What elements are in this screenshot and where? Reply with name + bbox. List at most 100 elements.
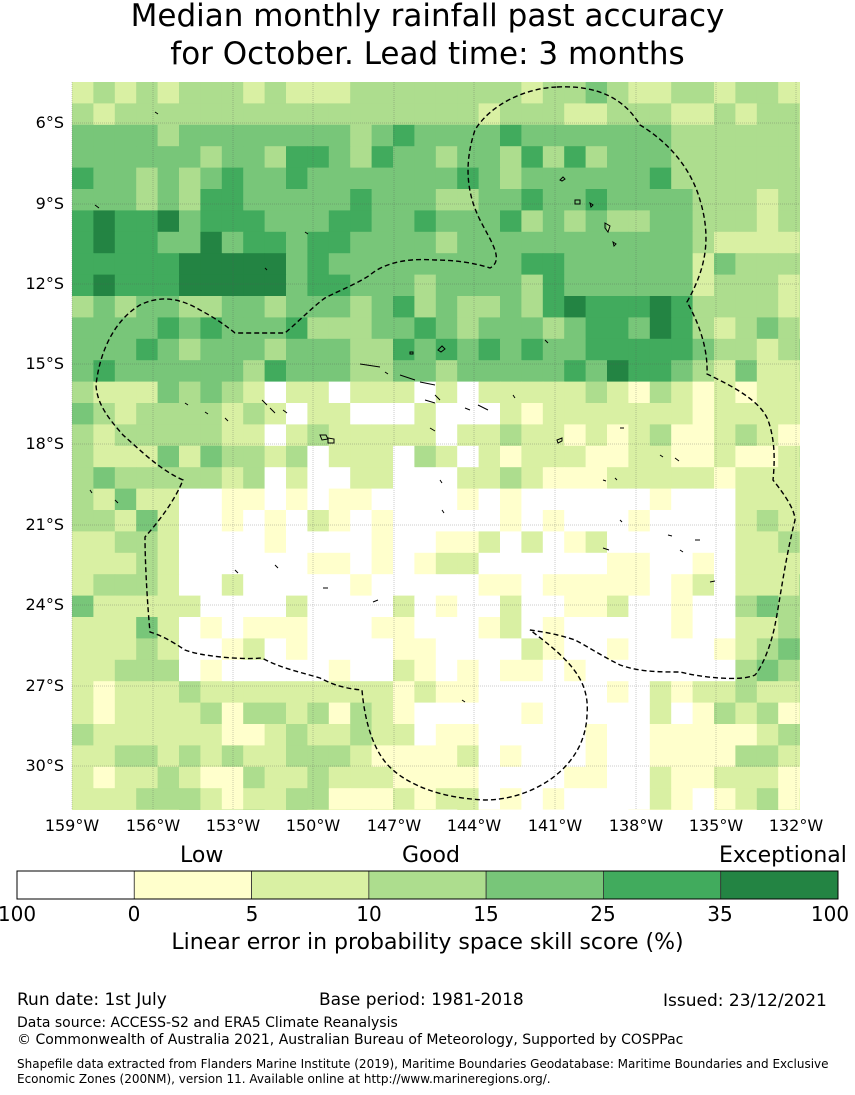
grid-cell xyxy=(307,82,330,104)
grid-cell xyxy=(243,296,266,318)
grid-cell xyxy=(735,617,758,639)
grid-cell xyxy=(671,253,694,276)
grid-cell xyxy=(692,338,715,361)
grid-cell xyxy=(521,167,544,190)
grid-cell xyxy=(457,724,480,746)
grid-cell xyxy=(243,552,266,575)
grid-cell xyxy=(200,574,223,597)
grid-cell xyxy=(414,82,437,104)
grid-cell xyxy=(585,617,608,639)
grid-cell xyxy=(114,745,137,768)
grid-cell xyxy=(649,82,672,104)
grid-cell xyxy=(478,638,501,661)
grid-cell xyxy=(649,338,672,361)
grid-cell xyxy=(179,445,201,468)
grid-cell xyxy=(607,638,629,661)
colorbar-swatch xyxy=(251,870,370,900)
grid-cell xyxy=(607,146,629,169)
grid-cell xyxy=(93,103,116,126)
grid-cell xyxy=(393,445,415,468)
grid-cell xyxy=(478,103,501,126)
grid-cell xyxy=(371,488,394,511)
grid-cell xyxy=(307,296,330,318)
grid-cell xyxy=(157,360,180,383)
grid-cell xyxy=(393,702,415,725)
grid-cell xyxy=(521,296,544,318)
grid-cell xyxy=(307,659,330,682)
grid-cell xyxy=(671,531,694,554)
grid-cell xyxy=(607,659,629,682)
grid-cell xyxy=(671,210,694,233)
grid-cell xyxy=(72,488,94,511)
colorbar-swatch xyxy=(133,870,252,900)
grid-cell xyxy=(585,82,608,104)
grid-cell xyxy=(564,531,587,554)
grid-cell xyxy=(136,659,159,682)
grid-cell xyxy=(393,253,415,276)
grid-cell xyxy=(114,381,137,404)
grid-cell xyxy=(114,595,137,618)
grid-cell xyxy=(371,445,394,468)
grid-cell xyxy=(328,103,351,126)
grid-cell xyxy=(478,467,501,490)
grid-cell xyxy=(200,210,223,233)
grid-cell xyxy=(649,189,672,211)
grid-cell xyxy=(114,253,137,276)
grid-cell xyxy=(350,124,373,147)
grid-cell xyxy=(778,274,800,297)
grid-cell xyxy=(328,189,351,211)
grid-cell xyxy=(500,210,522,233)
grid-cell xyxy=(457,231,480,254)
grid-cell xyxy=(328,338,351,361)
grid-cell xyxy=(457,531,480,554)
grid-cell xyxy=(607,552,629,575)
grid-cell xyxy=(692,296,715,318)
grid-cell xyxy=(778,360,800,383)
grid-cell xyxy=(778,124,800,147)
grid-cell xyxy=(114,82,137,104)
grid-cell xyxy=(607,617,629,639)
grid-cell xyxy=(778,510,800,532)
grid-cell xyxy=(714,724,736,746)
grid-cell xyxy=(607,210,629,233)
grid-cell xyxy=(179,103,201,126)
grid-cell xyxy=(350,167,373,190)
grid-cell xyxy=(735,317,758,340)
colorbar-label: Linear error in probability space skill … xyxy=(171,930,684,955)
grid-cell xyxy=(200,82,223,104)
grid-cell xyxy=(307,445,330,468)
grid-cell xyxy=(435,595,458,618)
grid-cell xyxy=(286,788,308,810)
grid-cell xyxy=(114,338,137,361)
grid-cell xyxy=(607,167,629,190)
grid-cell xyxy=(692,317,715,340)
grid-cell xyxy=(350,766,373,789)
grid-cell xyxy=(607,510,629,532)
grid-cell xyxy=(435,552,458,575)
grid-cell xyxy=(671,617,694,639)
grid-cell xyxy=(264,766,287,789)
grid-cell xyxy=(735,231,758,254)
grid-cell xyxy=(585,210,608,233)
grid-cell xyxy=(136,745,159,768)
grid-cell xyxy=(200,552,223,575)
grid-cell xyxy=(136,595,159,618)
grid-cell xyxy=(756,531,779,554)
grid-cell xyxy=(649,124,672,147)
island xyxy=(589,201,594,208)
grid-cell xyxy=(542,531,565,554)
grid-cell xyxy=(307,510,330,532)
grid-cell xyxy=(671,274,694,297)
grid-cell xyxy=(286,146,308,169)
grid-cell xyxy=(649,424,672,447)
grid-cell xyxy=(72,574,94,597)
grid-cell xyxy=(628,360,651,383)
grid-cell xyxy=(200,702,223,725)
grid-cell xyxy=(500,659,522,682)
island xyxy=(556,437,563,444)
grid-cell xyxy=(72,617,94,639)
grid-cell xyxy=(371,467,394,490)
grid-cell xyxy=(328,210,351,233)
grid-cell xyxy=(756,724,779,746)
grid-cell xyxy=(714,745,736,768)
